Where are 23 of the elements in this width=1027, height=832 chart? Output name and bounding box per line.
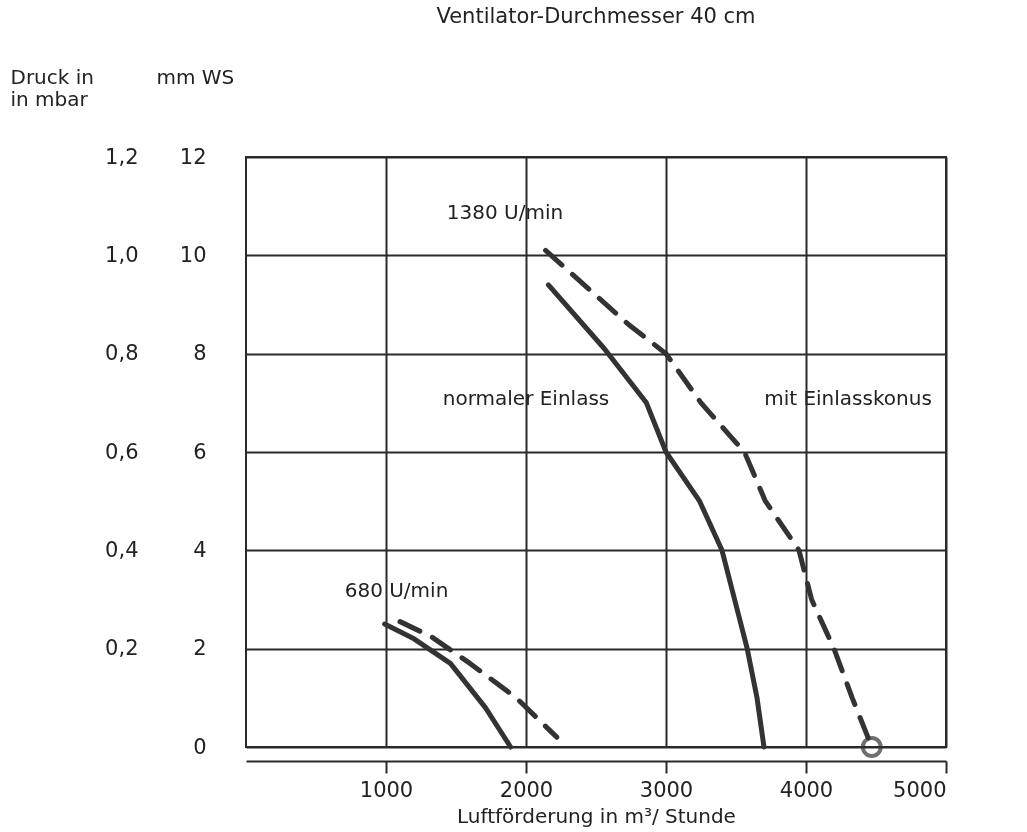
y-tick-label: 0: [193, 734, 207, 759]
annotation: 680 U/min: [344, 577, 449, 602]
chart-title: Ventilator-Durchmesser 40 cm: [436, 4, 756, 28]
y-tick-label: 6: [193, 439, 207, 464]
y2-axis-title: Druck in in mbar: [10, 64, 94, 111]
y-axis-title: mm WS: [156, 64, 235, 89]
y-tick-label: 12: [179, 144, 207, 169]
x-tick-label: 4000: [779, 777, 834, 802]
y2-tick-label: 0,4: [105, 537, 139, 562]
x-tick-label: 1000: [359, 777, 414, 802]
x-tick-label: 5000: [893, 777, 947, 802]
y-tick-label: 10: [179, 242, 207, 267]
y2-tick-label: 0,8: [105, 341, 139, 366]
x-tick-label: 2000: [499, 777, 554, 802]
y-tick-label: 2: [193, 636, 207, 661]
y2-tick-label: 0,2: [105, 636, 139, 661]
y-tick-label: 8: [193, 341, 207, 366]
x-axis-title: Luftförderung in m³/ Stunde: [457, 803, 736, 828]
y2-tick-label: 1,0: [105, 242, 139, 267]
y2-tick-label: 0,6: [105, 439, 139, 464]
x-tick-label: 3000: [639, 777, 694, 802]
y-tick-label: 4: [193, 537, 207, 562]
y2-tick-label: 1,2: [105, 144, 139, 169]
